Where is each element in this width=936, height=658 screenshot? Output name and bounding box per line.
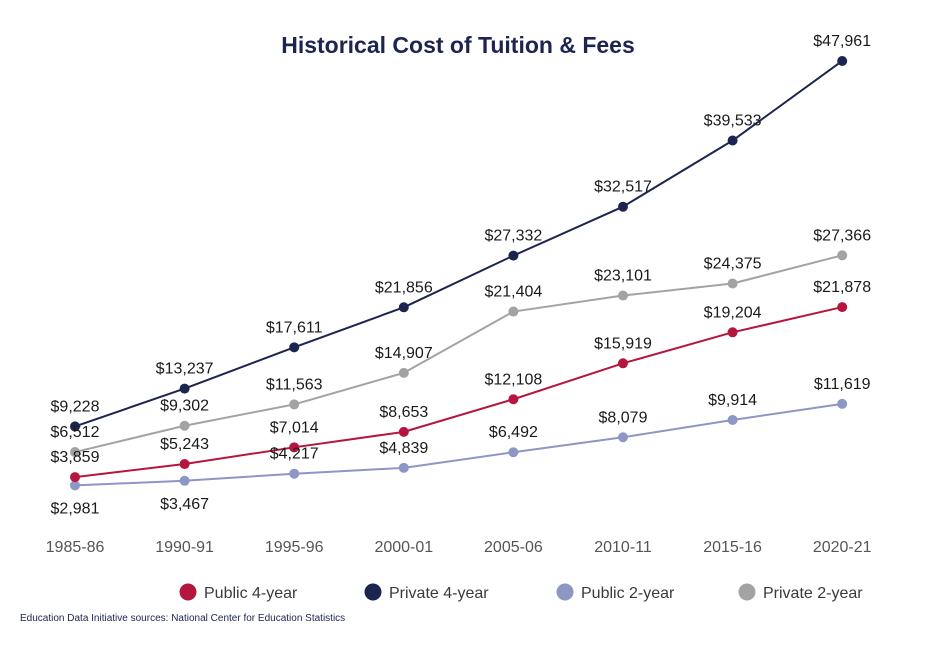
series-lines bbox=[74, 60, 843, 487]
x-tick-label: 2005-06 bbox=[484, 539, 543, 556]
data-label: $14,907 bbox=[375, 345, 433, 362]
data-point bbox=[837, 250, 848, 261]
legend-marker bbox=[556, 583, 574, 601]
x-tick-label: 2000-01 bbox=[374, 539, 433, 556]
data-point bbox=[618, 358, 628, 369]
data-label: $47,961 bbox=[813, 33, 871, 50]
source-note: Education Data Initiative sources: Natio… bbox=[20, 613, 345, 624]
data-label: $13,237 bbox=[156, 361, 214, 378]
data-point bbox=[289, 399, 300, 410]
data-point bbox=[289, 468, 300, 479]
data-label: $19,204 bbox=[704, 304, 762, 321]
data-label: $9,228 bbox=[51, 398, 100, 415]
data-point bbox=[70, 472, 80, 483]
series-points bbox=[70, 55, 848, 491]
data-label: $6,512 bbox=[51, 424, 100, 441]
legend-marker bbox=[738, 583, 756, 601]
legend-label: Public 2-year bbox=[581, 585, 675, 602]
data-label: $6,492 bbox=[489, 424, 538, 441]
data-point bbox=[837, 302, 848, 313]
data-point bbox=[179, 383, 190, 394]
data-label: $39,533 bbox=[704, 113, 762, 130]
series-line-1 bbox=[74, 60, 843, 428]
legend: Public 4-year Private 4-year Public 2-year… bbox=[179, 583, 863, 602]
data-point bbox=[398, 462, 409, 473]
data-point bbox=[70, 447, 80, 458]
data-point bbox=[289, 442, 300, 453]
data-label: $17,611 bbox=[266, 319, 323, 336]
data-label: $23,101 bbox=[594, 268, 652, 285]
data-point bbox=[727, 278, 738, 289]
x-tick-label: 2010-11 bbox=[594, 539, 652, 556]
data-label: $4,839 bbox=[379, 440, 428, 457]
data-labels: $3,859 $5,243 $7,014 $8,653 $12,108 $15,919 $1… bbox=[51, 33, 872, 517]
legend-item: Private 2-year bbox=[738, 583, 863, 602]
data-point bbox=[727, 414, 738, 425]
data-label: $11,563 bbox=[266, 376, 323, 393]
data-point bbox=[618, 432, 628, 443]
x-tick-label: 2020-21 bbox=[813, 539, 872, 556]
data-label: $9,914 bbox=[708, 392, 757, 409]
data-label: $9,302 bbox=[160, 398, 209, 415]
data-point bbox=[398, 302, 409, 313]
legend-item: Public 2-year bbox=[556, 583, 675, 602]
series-line-3 bbox=[74, 254, 843, 454]
legend-label: Private 4-year bbox=[389, 585, 489, 602]
data-label: $27,332 bbox=[484, 228, 542, 245]
data-point bbox=[70, 480, 80, 491]
data-label: $3,467 bbox=[160, 496, 209, 513]
data-label: $8,079 bbox=[599, 409, 648, 426]
x-tick-label: 1985-86 bbox=[46, 539, 105, 556]
data-point bbox=[508, 306, 519, 317]
data-point bbox=[837, 398, 848, 409]
x-tick-label: 2015-16 bbox=[703, 539, 762, 556]
series-line-0 bbox=[74, 306, 843, 479]
data-label: $8,653 bbox=[379, 404, 428, 421]
data-point bbox=[837, 55, 848, 66]
data-label: $12,108 bbox=[484, 371, 542, 388]
data-point bbox=[727, 327, 738, 338]
data-label: $2,981 bbox=[51, 500, 100, 517]
x-tick-label: 1995-96 bbox=[265, 539, 324, 556]
data-point bbox=[179, 475, 190, 486]
data-point bbox=[70, 421, 80, 432]
data-label: $11,619 bbox=[814, 376, 871, 393]
data-point bbox=[398, 367, 409, 378]
x-axis-ticks: 1985-86 1990-91 1995-96 2000-01 2005-06 2010-… bbox=[46, 539, 872, 556]
data-point bbox=[618, 201, 628, 212]
data-label: $24,375 bbox=[704, 256, 762, 273]
legend-label: Public 4-year bbox=[204, 585, 298, 602]
x-tick-label: 1990-91 bbox=[155, 539, 214, 556]
data-point bbox=[508, 447, 519, 458]
data-point bbox=[179, 459, 190, 470]
data-label: $21,856 bbox=[375, 279, 433, 296]
data-point bbox=[508, 250, 519, 261]
data-point bbox=[398, 426, 409, 437]
data-point bbox=[289, 342, 300, 353]
data-point bbox=[727, 135, 738, 146]
data-label: $21,404 bbox=[484, 284, 542, 301]
series-line-2 bbox=[74, 402, 843, 487]
data-label: $5,243 bbox=[160, 436, 209, 453]
legend-item: Private 4-year bbox=[364, 583, 489, 602]
data-label: $27,366 bbox=[813, 227, 871, 244]
legend-marker bbox=[364, 583, 382, 601]
data-label: $32,517 bbox=[594, 179, 652, 196]
data-label: $15,919 bbox=[594, 335, 652, 352]
chart-title: Historical Cost of Tuition & Fees bbox=[281, 32, 635, 58]
legend-marker bbox=[179, 583, 197, 601]
data-label: $7,014 bbox=[270, 419, 319, 436]
data-point bbox=[618, 290, 628, 301]
legend-item: Public 4-year bbox=[179, 583, 298, 602]
data-point bbox=[179, 420, 190, 431]
legend-label: Private 2-year bbox=[763, 585, 863, 602]
data-label: $3,859 bbox=[51, 449, 100, 466]
data-point bbox=[508, 394, 519, 405]
data-label: $4,217 bbox=[270, 446, 319, 463]
data-label: $21,878 bbox=[813, 279, 871, 296]
